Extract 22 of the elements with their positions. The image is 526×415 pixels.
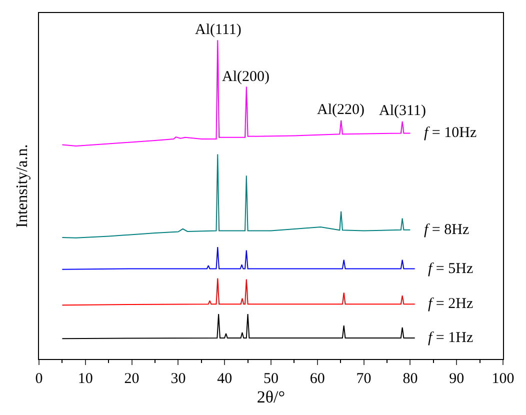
annotation: Al(220) — [317, 102, 364, 118]
x-tick-label: 10 — [78, 371, 93, 388]
series-label: f = 8Hz — [424, 222, 470, 238]
x-tick-label: 20 — [124, 371, 140, 388]
x-tick-label: 0 — [35, 371, 43, 388]
x-tick-label: 40 — [217, 371, 232, 388]
x-tick-label: 80 — [402, 371, 418, 388]
series-label: f = 2Hz — [428, 296, 474, 312]
x-tick-label: 100 — [492, 371, 514, 388]
y-axis-title: Intensity/a.n. — [14, 144, 31, 228]
x-axis-title: 2θ/° — [256, 388, 286, 406]
annotation: Al(200) — [222, 69, 270, 85]
series-label: f = 10Hz — [424, 125, 477, 141]
x-tick-label: 60 — [310, 371, 325, 388]
annotation: Al(111) — [195, 22, 242, 38]
x-tick-label: 90 — [449, 371, 464, 388]
x-tick-label: 30 — [170, 371, 186, 388]
annotation: Al(311) — [379, 103, 426, 119]
series-label: f = 5Hz — [428, 261, 474, 277]
x-tick-label: 70 — [356, 371, 372, 388]
series-label: f = 1Hz — [428, 330, 474, 346]
x-tick-label: 50 — [264, 371, 278, 388]
